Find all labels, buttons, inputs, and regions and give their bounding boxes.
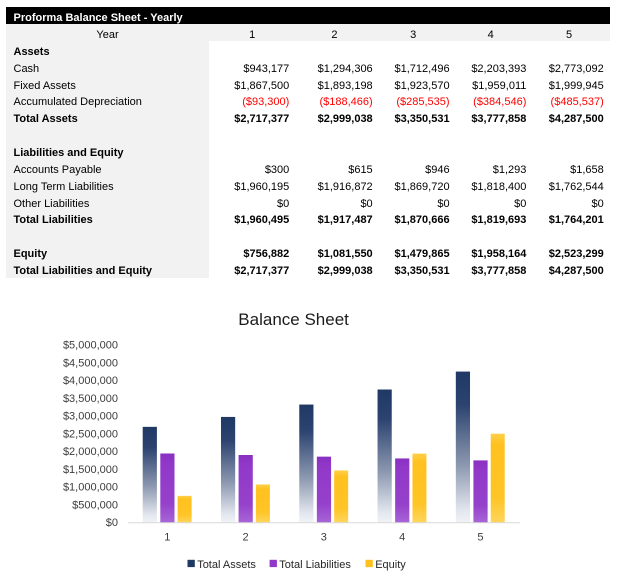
svg-text:Balance Sheet: Balance Sheet: [238, 310, 349, 329]
svg-text:$3,000,000: $3,000,000: [63, 411, 118, 423]
svg-text:$0: $0: [106, 517, 118, 529]
svg-text:$2,500,000: $2,500,000: [63, 428, 118, 440]
svg-text:$1,500,000: $1,500,000: [63, 464, 118, 476]
svg-text:2: 2: [243, 532, 249, 544]
svg-text:$4,500,000: $4,500,000: [63, 357, 118, 369]
svg-text:Total Liabilities: Total Liabilities: [279, 559, 351, 571]
svg-text:5: 5: [477, 532, 483, 544]
svg-text:Equity: Equity: [375, 559, 406, 571]
svg-text:1: 1: [164, 532, 170, 544]
svg-text:$2,000,000: $2,000,000: [63, 446, 118, 458]
svg-text:$4,000,000: $4,000,000: [63, 375, 118, 387]
svg-text:4: 4: [399, 532, 405, 544]
svg-text:$500,000: $500,000: [72, 499, 118, 511]
svg-text:Total Assets: Total Assets: [197, 559, 256, 571]
svg-text:$1,000,000: $1,000,000: [63, 482, 118, 494]
svg-text:3: 3: [321, 532, 327, 544]
svg-text:$3,500,000: $3,500,000: [63, 393, 118, 405]
svg-text:$5,000,000: $5,000,000: [63, 340, 118, 352]
